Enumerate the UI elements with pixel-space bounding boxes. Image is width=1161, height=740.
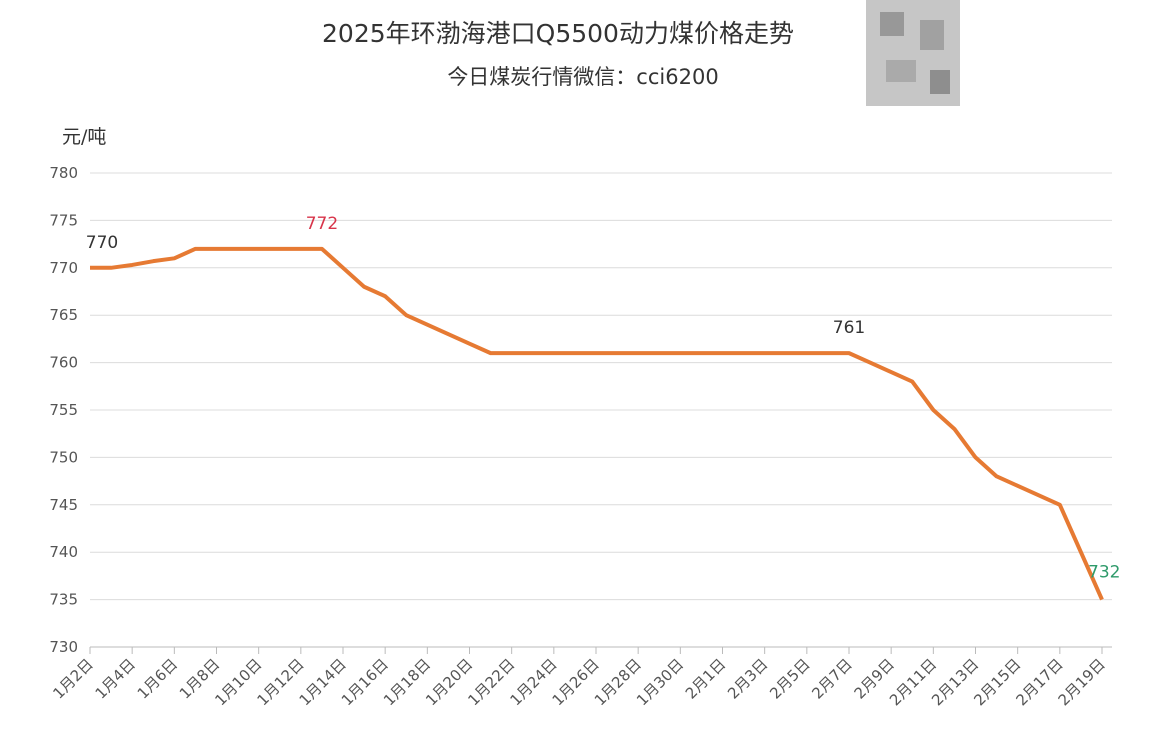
- line-series: [90, 246, 1104, 601]
- x-tick-label: 2月5日: [766, 655, 813, 702]
- y-tick-label: 755: [49, 401, 78, 419]
- end-label: 732: [1088, 563, 1120, 583]
- x-tick-label: 1月6日: [134, 655, 181, 702]
- y-axis-label: 元/吨: [62, 126, 106, 148]
- chart-subtitle: 今日煤炭行情微信：cci6200: [447, 65, 718, 89]
- y-tick-label: 745: [49, 496, 78, 514]
- y-tick-label: 775: [49, 211, 78, 229]
- x-tick-label: 2月19日: [1055, 655, 1109, 709]
- x-tick-label: 2月3日: [724, 655, 771, 702]
- y-tick-label: 730: [49, 638, 78, 656]
- value-label: 770: [86, 233, 118, 253]
- y-tick-label: 780: [49, 164, 78, 182]
- x-tick-label: 2月1日: [682, 655, 729, 702]
- x-tick-label: 1月4日: [92, 655, 139, 702]
- qr-image: [866, 0, 960, 106]
- y-tick-label: 740: [49, 543, 78, 561]
- value-label: 761: [833, 318, 865, 338]
- y-tick-label: 765: [49, 306, 78, 324]
- x-tick-label: 2月7日: [808, 655, 855, 702]
- x-tick-label: 1月30日: [633, 655, 687, 709]
- chart-title: 2025年环渤海港口Q5500动力煤价格走势: [322, 19, 794, 48]
- x-tick-label: 1月2日: [49, 655, 96, 702]
- value-label: 772: [306, 214, 338, 234]
- y-tick-label: 770: [49, 259, 78, 277]
- y-tick-label: 735: [49, 591, 78, 609]
- y-tick-label: 750: [49, 448, 78, 466]
- y-tick-label: 760: [49, 354, 78, 372]
